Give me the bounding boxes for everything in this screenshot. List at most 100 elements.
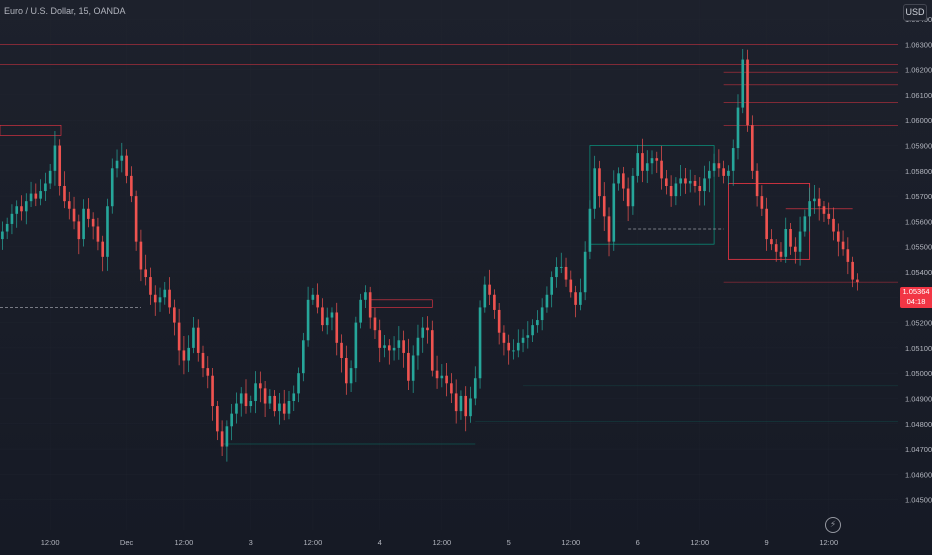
candle-body xyxy=(63,186,66,202)
candle-body xyxy=(235,403,238,414)
y-tick-label: 1.04900 xyxy=(905,394,932,403)
candle-body xyxy=(784,229,788,257)
candle-body xyxy=(139,241,143,270)
candle-body xyxy=(292,393,296,401)
candle-body xyxy=(383,345,386,348)
candle-body xyxy=(564,266,568,280)
candle-body xyxy=(841,241,845,250)
y-tick-label: 1.06100 xyxy=(905,91,932,100)
y-tick-label: 1.05500 xyxy=(905,243,932,252)
grid-lines xyxy=(0,0,898,530)
candle-body xyxy=(674,183,678,197)
candle-body xyxy=(168,289,171,308)
y-tick-label: 1.04600 xyxy=(905,470,932,479)
y-tick-label: 1.04700 xyxy=(905,445,932,454)
candle-body xyxy=(282,403,286,414)
candle-body xyxy=(755,170,759,197)
candle-body xyxy=(10,213,14,224)
candle-body xyxy=(5,223,9,232)
candle-body xyxy=(497,309,501,333)
candle-body xyxy=(555,266,558,278)
candle-body xyxy=(311,294,315,300)
currency-button[interactable]: USD xyxy=(903,4,927,21)
candle-body xyxy=(588,208,592,252)
candle-body xyxy=(106,206,109,257)
candle-body xyxy=(120,155,124,161)
candle-body xyxy=(574,292,577,305)
candle-body xyxy=(187,347,190,361)
candle-body xyxy=(130,175,133,197)
candle-body xyxy=(1,231,4,240)
x-tick-label: 5 xyxy=(507,538,511,547)
candle-body xyxy=(330,312,334,318)
y-tick-label: 1.05600 xyxy=(905,217,932,226)
y-tick-label: 1.06200 xyxy=(905,66,932,75)
price-candles xyxy=(1,49,859,462)
candle-body xyxy=(297,373,300,394)
candle-body xyxy=(727,170,730,176)
candle-body xyxy=(636,153,639,176)
candle-body xyxy=(220,431,224,447)
candle-body xyxy=(48,170,52,184)
candle-body xyxy=(378,330,382,348)
candle-body xyxy=(736,107,740,149)
candle-body xyxy=(454,393,458,412)
candle-body xyxy=(650,158,654,164)
candle-body xyxy=(789,229,792,247)
candle-body xyxy=(364,292,367,300)
lightning-icon[interactable]: ⚡ xyxy=(825,517,841,533)
candle-body xyxy=(239,393,243,404)
candle-body xyxy=(502,332,506,343)
candle-body xyxy=(607,216,611,242)
candle-body xyxy=(263,388,267,404)
candle-body xyxy=(846,249,850,262)
candle-body xyxy=(206,368,210,376)
candle-body xyxy=(540,307,544,321)
candle-body xyxy=(665,178,668,186)
candle-body xyxy=(426,327,429,331)
candle-body xyxy=(411,355,415,381)
candle-body xyxy=(641,153,644,171)
candle-body xyxy=(779,251,783,257)
candle-body xyxy=(827,213,831,219)
candle-body xyxy=(15,206,19,214)
x-tick-label: 9 xyxy=(765,538,769,547)
candle-body xyxy=(770,239,773,245)
x-tick-label: 12:00 xyxy=(41,538,60,547)
price-axis[interactable]: 1.064001.063001.062001.061001.060001.059… xyxy=(905,15,932,505)
candle-body xyxy=(516,342,520,351)
candle-body xyxy=(655,158,659,161)
candle-body xyxy=(684,178,687,184)
candle-body xyxy=(808,201,811,217)
candle-body xyxy=(631,175,635,207)
candle-body xyxy=(622,173,625,189)
candle-body xyxy=(53,145,57,171)
candle-body xyxy=(153,294,157,303)
candle-body xyxy=(526,335,530,338)
zone-overlays xyxy=(0,44,898,445)
candle-body xyxy=(731,148,735,171)
y-tick-label: 1.04500 xyxy=(905,496,932,505)
time-axis[interactable]: 12:00 Dec 12:00 3 12:00 4 12:00 5 12:00 6 12:00 9 12… xyxy=(41,538,838,547)
candle-body xyxy=(149,277,152,295)
candle-body xyxy=(793,246,797,252)
x-tick-label: 12:00 xyxy=(561,538,580,547)
candle-body xyxy=(196,327,200,353)
candle-body xyxy=(368,292,372,318)
candle-body xyxy=(488,284,491,295)
candle-body xyxy=(96,226,100,242)
candle-body xyxy=(545,294,549,308)
candle-body xyxy=(110,168,114,207)
candle-body xyxy=(244,393,248,407)
x-tick-label: 4 xyxy=(378,538,382,547)
symbol-title[interactable]: Euro / U.S. Dollar, 15, OANDA xyxy=(4,6,126,16)
candle-body xyxy=(144,269,147,278)
candle-body xyxy=(583,251,587,293)
candle-body xyxy=(822,206,826,214)
candle-body xyxy=(717,163,721,169)
candle-body xyxy=(77,221,81,240)
x-tick-label: 6 xyxy=(636,538,640,547)
candle-body xyxy=(91,218,95,227)
